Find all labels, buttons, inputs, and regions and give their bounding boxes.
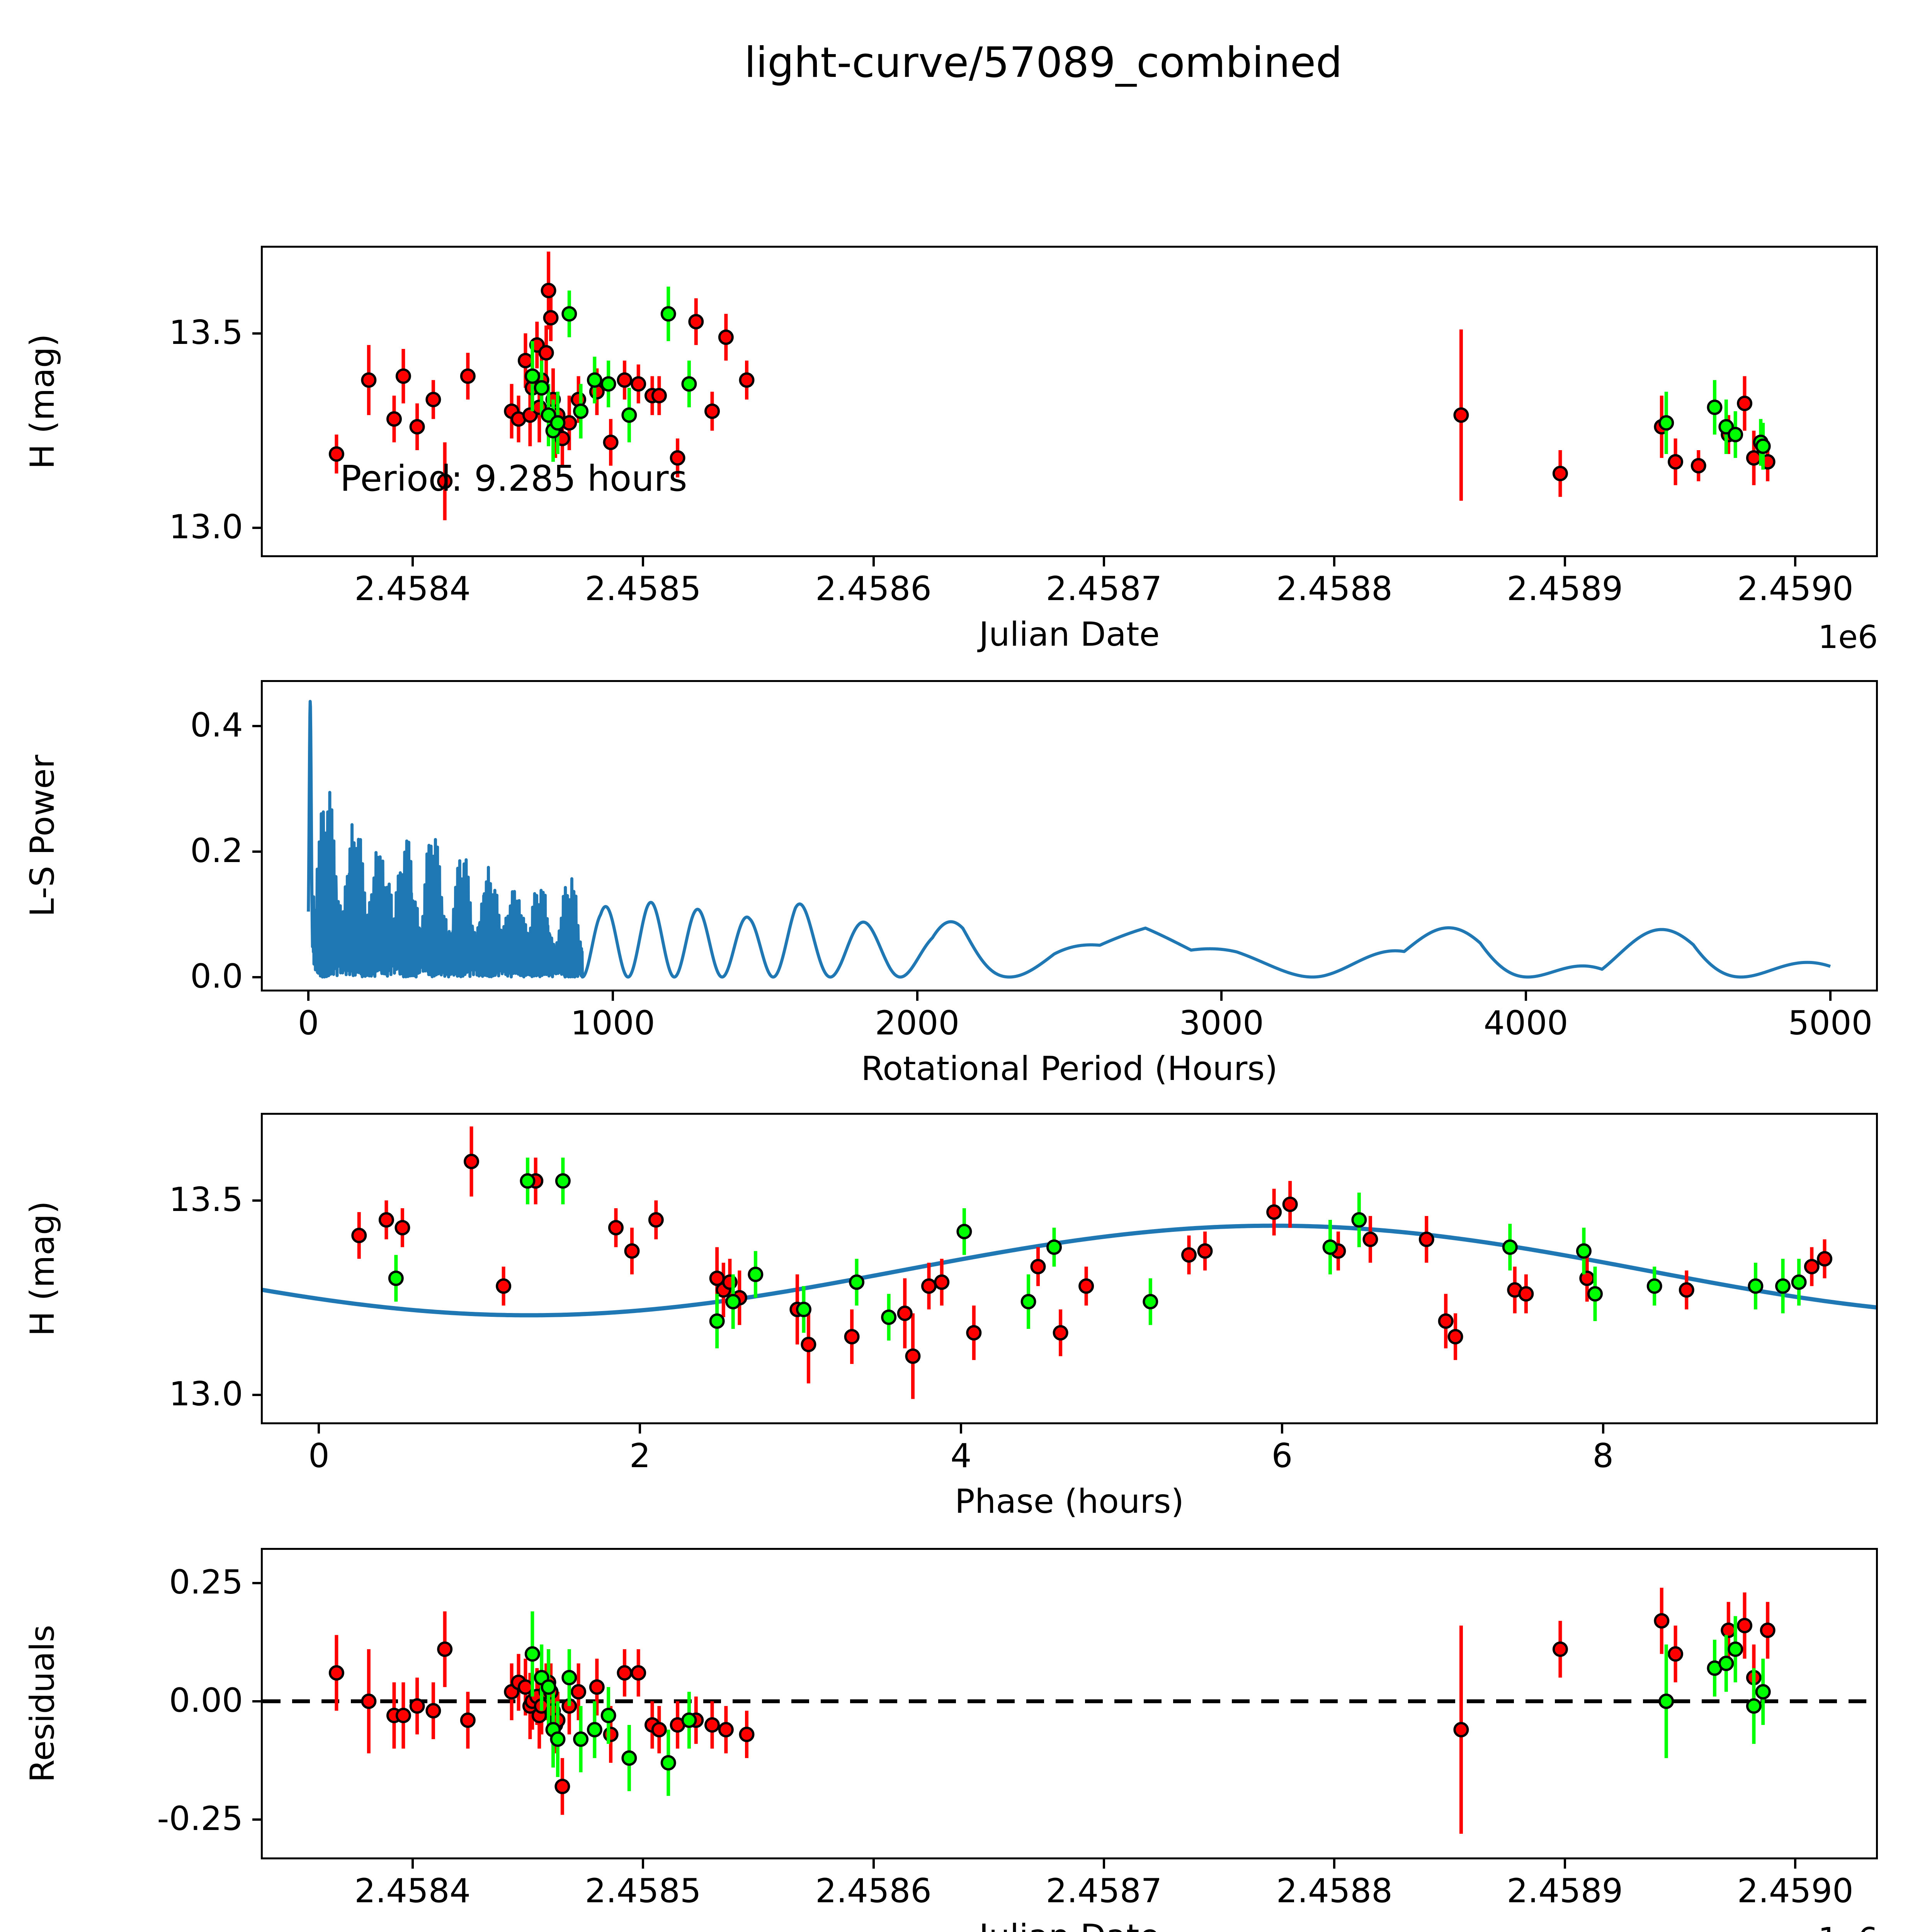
xtick-label-phase-1: 2 <box>629 1437 651 1475</box>
yaxis-label-residuals: Residuals <box>23 1625 62 1782</box>
xtick-label-residuals-2: 2.4586 <box>815 1872 932 1910</box>
xtick-mark-residuals-1 <box>642 1859 645 1869</box>
xtick-label-lightcurve-3: 2.4587 <box>1046 570 1162 608</box>
xtick-label-lightcurve-1: 2.4585 <box>585 570 701 608</box>
xtick-mark-lightcurve-1 <box>642 557 645 566</box>
xtick-label-periodogram-1: 1000 <box>570 1004 655 1043</box>
xtick-mark-lightcurve-4 <box>1333 557 1336 566</box>
xtick-mark-phase-3 <box>1281 1424 1283 1434</box>
xaxis-label-lightcurve: Julian Date <box>979 615 1160 654</box>
ytick-mark-residuals-2 <box>252 1582 262 1584</box>
series-red <box>351 1126 1833 1399</box>
xtick-label-residuals-3: 2.4587 <box>1046 1872 1162 1910</box>
ytick-label-lightcurve-1: 13.5 <box>169 313 243 352</box>
xtick-mark-phase-2 <box>960 1424 963 1434</box>
xtick-label-residuals-4: 2.4588 <box>1276 1872 1393 1910</box>
series-red <box>328 1587 1776 1834</box>
xtick-mark-lightcurve-2 <box>872 557 875 566</box>
panel-residuals <box>261 1548 1878 1859</box>
xtick-mark-phase-4 <box>1602 1424 1604 1434</box>
sinusoid-fit-curve <box>263 1223 1876 1318</box>
xtick-label-periodogram-5: 5000 <box>1788 1004 1873 1043</box>
ytick-mark-phase-0 <box>252 1394 262 1396</box>
xtick-mark-residuals-3 <box>1102 1859 1105 1869</box>
ytick-label-phase-1: 13.5 <box>169 1180 243 1219</box>
xtick-label-phase-0: 0 <box>308 1437 330 1475</box>
series-green <box>524 1611 1771 1796</box>
ytick-label-periodogram-1: 0.2 <box>190 831 243 870</box>
xaxis-label-residuals: Julian Date <box>261 1917 1878 1932</box>
xtick-mark-lightcurve-6 <box>1794 557 1797 566</box>
xaxis-offset-lightcurve: 1e6 <box>1818 619 1878 656</box>
ytick-mark-lightcurve-1 <box>252 332 262 335</box>
xtick-label-lightcurve-0: 2.4584 <box>354 570 471 608</box>
yaxis-label-phase: H (mag) <box>23 1201 62 1337</box>
ytick-label-residuals-0: -0.25 <box>157 1799 243 1838</box>
xtick-mark-lightcurve-3 <box>1102 557 1105 566</box>
period-annotation: Period: 9.285 hours <box>340 458 687 499</box>
xtick-label-phase-4: 8 <box>1592 1437 1614 1475</box>
xtick-mark-lightcurve-0 <box>411 557 414 566</box>
xtick-mark-periodogram-0 <box>307 992 310 1001</box>
xtick-label-periodogram-4: 4000 <box>1483 1004 1568 1043</box>
xtick-label-phase-3: 6 <box>1271 1437 1293 1475</box>
xtick-label-residuals-1: 2.4585 <box>585 1872 701 1910</box>
series-green <box>388 1157 1807 1349</box>
ytick-label-periodogram-0: 0.0 <box>190 957 243 996</box>
plot-area-residuals <box>263 1587 1876 1834</box>
ytick-mark-residuals-1 <box>252 1700 262 1702</box>
xtick-mark-periodogram-4 <box>1525 992 1527 1001</box>
ytick-mark-phase-1 <box>252 1199 262 1202</box>
xtick-mark-periodogram-2 <box>916 992 918 1001</box>
ytick-mark-periodogram-0 <box>252 976 262 978</box>
xtick-label-residuals-5: 2.4589 <box>1507 1872 1623 1910</box>
ytick-mark-residuals-0 <box>252 1818 262 1821</box>
xtick-mark-phase-0 <box>318 1424 320 1434</box>
xtick-label-periodogram-0: 0 <box>298 1004 319 1043</box>
xtick-mark-lightcurve-5 <box>1563 557 1566 566</box>
yaxis-label-periodogram: L-S Power <box>23 755 62 917</box>
plot-area-lightcurve <box>328 252 1776 520</box>
panel-lightcurve <box>261 246 1878 557</box>
xtick-mark-periodogram-5 <box>1829 992 1832 1001</box>
periodogram-curve <box>307 700 1832 979</box>
xaxis-offset-residuals: 1e6 <box>1789 1921 1878 1932</box>
xtick-label-periodogram-3: 3000 <box>1179 1004 1264 1043</box>
xtick-mark-residuals-0 <box>411 1859 414 1869</box>
xtick-label-residuals-6: 2.4590 <box>1737 1872 1854 1910</box>
plot-area-phase <box>263 1126 1876 1399</box>
ytick-mark-lightcurve-0 <box>252 527 262 529</box>
xtick-label-periodogram-2: 2000 <box>875 1004 960 1043</box>
plot-area-periodogram <box>307 700 1832 979</box>
ytick-label-residuals-1: 0.00 <box>169 1681 243 1720</box>
ytick-label-lightcurve-0: 13.0 <box>169 508 243 547</box>
ytick-label-phase-0: 13.0 <box>169 1375 243 1414</box>
xtick-label-lightcurve-6: 2.4590 <box>1737 570 1854 608</box>
series-green <box>524 286 1771 470</box>
xaxis-label-periodogram: Rotational Period (Hours) <box>861 1049 1278 1088</box>
yaxis-label-lightcurve: H (mag) <box>23 333 62 469</box>
ytick-label-periodogram-2: 0.4 <box>190 706 243 745</box>
xtick-mark-residuals-4 <box>1333 1859 1336 1869</box>
ytick-label-residuals-2: 0.25 <box>169 1563 243 1602</box>
xtick-label-phase-2: 4 <box>950 1437 972 1475</box>
xtick-mark-residuals-5 <box>1563 1859 1566 1869</box>
panel-periodogram <box>261 680 1878 992</box>
xtick-mark-residuals-6 <box>1794 1859 1797 1869</box>
panel-phase <box>261 1113 1878 1424</box>
xaxis-label-phase: Phase (hours) <box>954 1482 1184 1521</box>
figure-title: light-curve/57089_combined <box>744 39 1342 87</box>
xtick-mark-periodogram-1 <box>611 992 614 1001</box>
xtick-mark-residuals-2 <box>872 1859 875 1869</box>
xtick-label-lightcurve-5: 2.4589 <box>1507 570 1623 608</box>
ytick-mark-periodogram-1 <box>252 850 262 853</box>
xtick-label-lightcurve-2: 2.4586 <box>815 570 932 608</box>
xtick-mark-phase-1 <box>639 1424 641 1434</box>
ytick-mark-periodogram-2 <box>252 724 262 727</box>
xtick-label-residuals-0: 2.4584 <box>354 1872 471 1910</box>
xtick-label-lightcurve-4: 2.4588 <box>1276 570 1393 608</box>
xtick-mark-periodogram-3 <box>1220 992 1223 1001</box>
